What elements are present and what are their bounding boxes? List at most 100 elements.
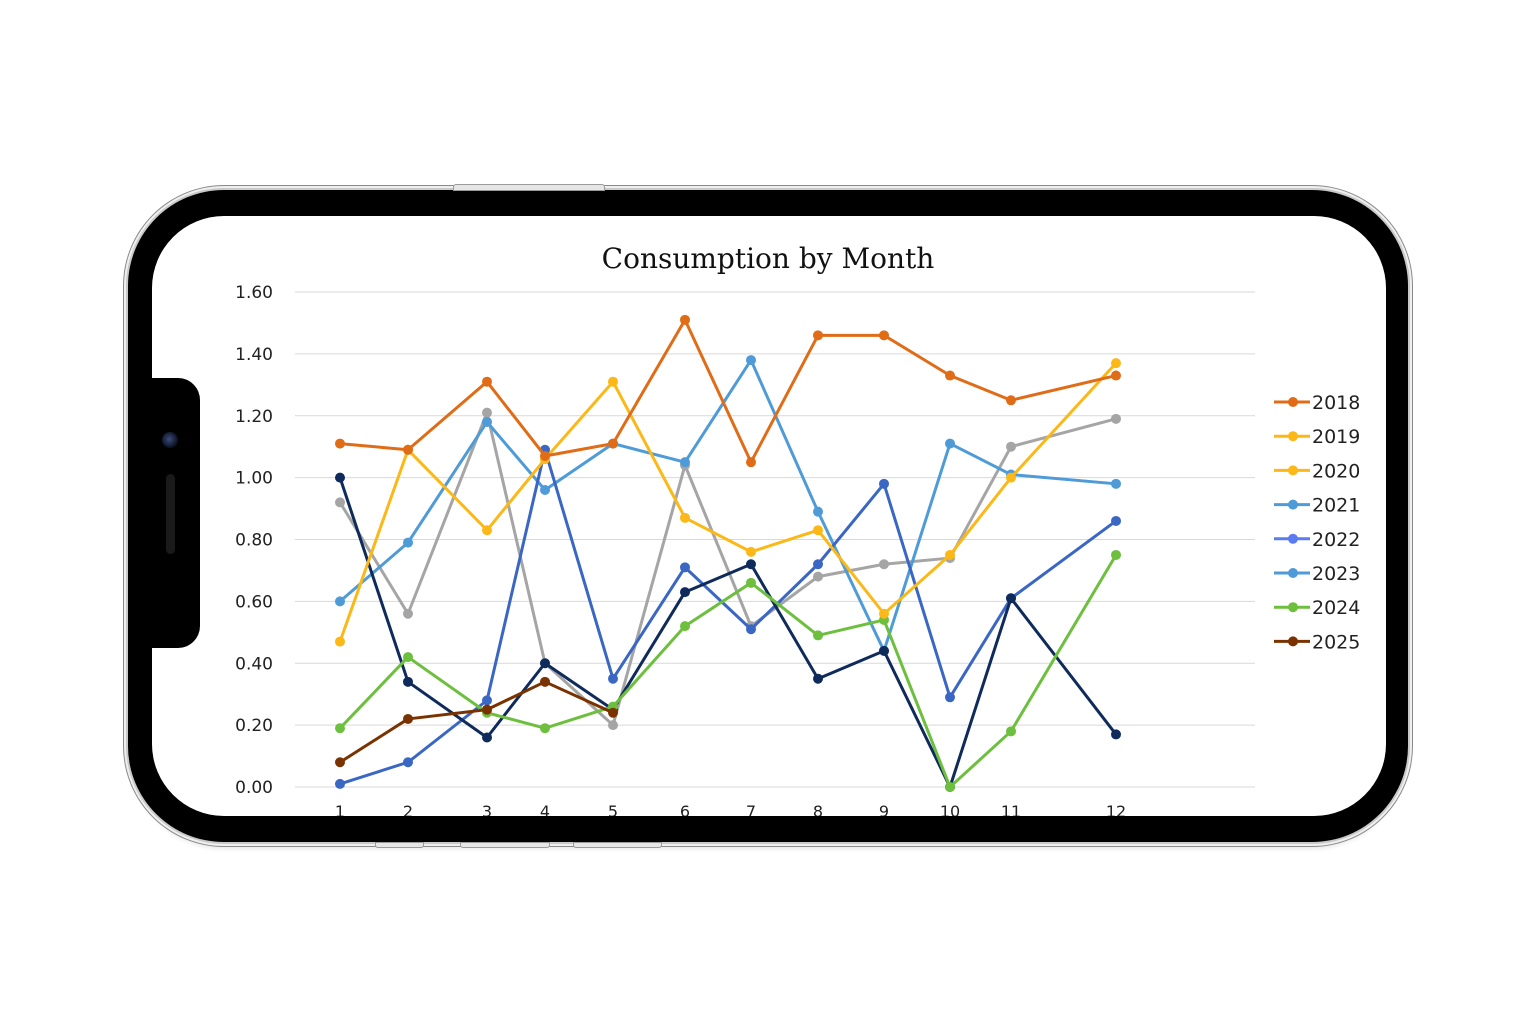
data-point xyxy=(540,723,550,734)
data-point xyxy=(540,485,550,495)
x-tick-label: 4 xyxy=(540,802,550,816)
x-tick-label: 6 xyxy=(680,802,690,816)
data-point xyxy=(813,673,823,684)
data-point xyxy=(1111,729,1121,740)
data-point xyxy=(1006,395,1016,406)
data-point xyxy=(945,549,955,560)
y-tick-label: 1.00 xyxy=(235,469,273,489)
data-point xyxy=(879,645,889,656)
x-tick-label: 1 xyxy=(335,802,345,816)
data-point xyxy=(680,314,690,325)
y-tick-label: 1.40 xyxy=(235,345,273,365)
data-point xyxy=(482,416,492,427)
legend-label: 2018 xyxy=(1312,392,1360,414)
series-line xyxy=(338,411,1117,727)
data-point xyxy=(680,562,690,573)
data-point xyxy=(403,652,413,663)
data-point xyxy=(813,506,823,517)
data-point xyxy=(746,559,756,570)
data-point xyxy=(680,587,690,598)
series-line xyxy=(339,680,614,764)
data-point xyxy=(335,438,345,449)
data-point xyxy=(335,636,345,647)
data-point xyxy=(813,630,823,641)
legend-label: 2025 xyxy=(1312,631,1360,653)
y-tick-label: 0.00 xyxy=(235,778,273,798)
series-line xyxy=(338,554,1118,789)
legend-label: 2024 xyxy=(1312,597,1360,619)
y-tick-label: 0.80 xyxy=(235,531,273,551)
data-point xyxy=(403,676,413,687)
data-point xyxy=(540,450,550,461)
data-point xyxy=(1006,441,1016,452)
x-tick-label: 9 xyxy=(879,802,889,816)
legend-swatch-marker xyxy=(1288,533,1298,544)
data-point xyxy=(746,546,756,557)
chart-title: Consumption by Month xyxy=(602,242,935,275)
data-point xyxy=(746,577,756,588)
x-tick-label: 7 xyxy=(746,802,756,816)
data-point xyxy=(746,624,756,635)
y-tick-label: 1.20 xyxy=(235,407,273,427)
data-point xyxy=(1111,549,1121,560)
data-point xyxy=(813,571,823,582)
phone-side-button xyxy=(375,842,424,848)
data-point xyxy=(482,732,492,743)
series-line xyxy=(338,362,1118,643)
data-point xyxy=(813,330,823,341)
x-tick-label: 11 xyxy=(1001,802,1021,816)
x-tick-label: 5 xyxy=(608,802,618,816)
legend-swatch-marker xyxy=(1288,499,1298,510)
x-tick-label: 3 xyxy=(482,802,492,816)
data-point xyxy=(608,376,618,387)
x-tick-label: 12 xyxy=(1106,802,1126,816)
data-point xyxy=(1111,515,1121,526)
data-point xyxy=(403,757,413,768)
data-point xyxy=(403,608,413,619)
series-line xyxy=(338,477,1118,789)
x-tick-label: 8 xyxy=(813,802,823,816)
data-point xyxy=(403,444,413,455)
data-point xyxy=(482,376,492,387)
data-point xyxy=(945,438,955,449)
phone-screen: Consumption by Month 0.00 0.20 0.40 0.60 0.8… xyxy=(152,216,1386,816)
legend-swatch-marker xyxy=(1288,636,1298,647)
data-point xyxy=(1006,472,1016,483)
legend-label: 2022 xyxy=(1312,529,1360,551)
legend-swatch-marker xyxy=(1288,602,1298,613)
legend-swatch-marker xyxy=(1288,465,1298,476)
data-point xyxy=(335,596,345,607)
data-point xyxy=(746,457,756,468)
data-point xyxy=(608,720,618,731)
data-point xyxy=(1006,726,1016,737)
data-point xyxy=(879,478,889,489)
data-point xyxy=(1111,478,1121,489)
data-point xyxy=(608,673,618,684)
data-point xyxy=(335,472,345,483)
data-point xyxy=(608,438,618,449)
camera-icon xyxy=(162,432,178,448)
y-tick-label: 0.20 xyxy=(235,716,273,736)
data-point xyxy=(335,723,345,734)
data-point xyxy=(813,559,823,570)
phone-volume-button xyxy=(460,842,550,848)
legend-swatch-marker xyxy=(1288,397,1298,407)
legend-swatch-marker xyxy=(1288,568,1298,578)
data-point xyxy=(680,457,690,468)
data-point xyxy=(680,621,690,632)
data-point xyxy=(813,525,823,536)
legend-label: 2019 xyxy=(1312,426,1360,448)
y-tick-label: 0.40 xyxy=(235,654,273,674)
speaker-grille xyxy=(166,474,175,554)
data-point xyxy=(945,782,955,792)
data-point xyxy=(746,355,756,366)
data-point xyxy=(335,497,345,508)
phone-side-button xyxy=(453,184,605,191)
data-point xyxy=(540,658,550,669)
data-point xyxy=(945,692,955,703)
phone-volume-button xyxy=(573,842,662,848)
data-point xyxy=(482,525,492,536)
data-point xyxy=(482,704,492,715)
series-line xyxy=(339,358,1117,653)
legend-label: 2021 xyxy=(1312,495,1360,517)
